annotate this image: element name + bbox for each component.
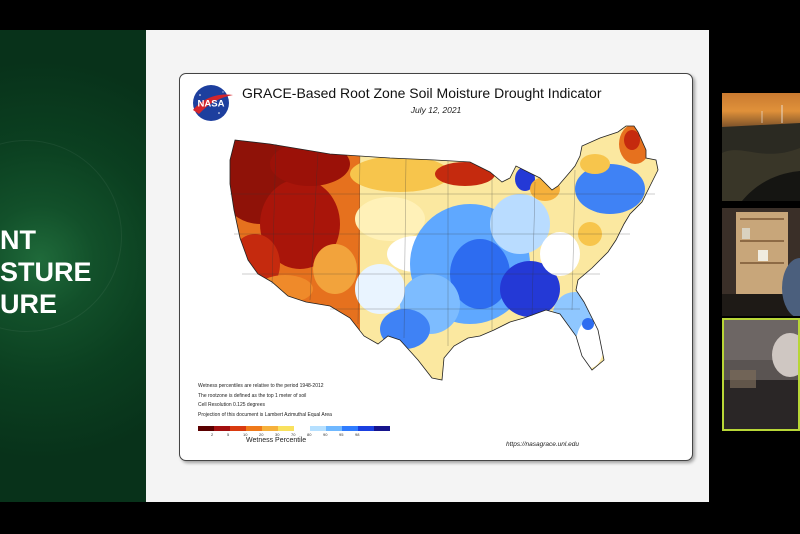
legend-swatch bbox=[214, 426, 230, 431]
legend-tick-label: 90 bbox=[323, 432, 328, 437]
source-url: https://nasagrace.unl.edu bbox=[506, 441, 579, 448]
legend-swatch bbox=[342, 426, 358, 431]
legend-tick-label: 95 bbox=[339, 432, 344, 437]
legend-swatch bbox=[278, 426, 294, 431]
legend-tick-label: 30 bbox=[275, 432, 280, 437]
legend-tick-label: 98 bbox=[355, 432, 360, 437]
nasa-logo-icon: NASA bbox=[193, 85, 233, 121]
legend-tick-label: 80 bbox=[307, 432, 312, 437]
video-person-icon bbox=[724, 320, 798, 429]
legend-swatch bbox=[326, 426, 342, 431]
participant-video-tile[interactable] bbox=[722, 93, 800, 201]
legend-swatch bbox=[358, 426, 374, 431]
left-slide-panel: NT STURE URE bbox=[0, 30, 146, 502]
legend-swatch bbox=[294, 426, 310, 431]
map-date: July 12, 2021 bbox=[410, 105, 462, 115]
legend-tick-label: 2 bbox=[211, 432, 214, 437]
note-line: The rootzone is defined as the top 1 met… bbox=[198, 392, 307, 399]
participant-video-tile[interactable] bbox=[722, 208, 800, 316]
slide-title-line-3: URE bbox=[0, 289, 58, 319]
slide-title-line-2: STURE bbox=[0, 257, 92, 287]
legend-swatch bbox=[246, 426, 262, 431]
legend-color-bar bbox=[198, 426, 390, 431]
legend-swatch bbox=[198, 426, 214, 431]
legend-title: Wetness Percentile bbox=[246, 437, 307, 444]
nasa-logo-text: NASA bbox=[198, 99, 225, 110]
drought-map-frame: NASA GRACE-Based Root Zone Soil Moisture… bbox=[179, 73, 693, 461]
note-line: Projection of this document is Lambert A… bbox=[198, 411, 332, 418]
drought-map bbox=[229, 125, 659, 381]
shared-slide: NASA GRACE-Based Root Zone Soil Moisture… bbox=[146, 30, 709, 502]
state-borders bbox=[230, 143, 655, 346]
wetness-legend: 2 5 10 20 30 70 80 90 95 98 Wetness Percentile bbox=[198, 426, 390, 444]
active-speaker-video-tile[interactable] bbox=[722, 318, 800, 431]
map-fill bbox=[230, 126, 658, 380]
video-office-icon bbox=[722, 208, 800, 316]
legend-tick-label: 20 bbox=[259, 432, 264, 437]
legend-swatch bbox=[374, 426, 390, 431]
slide-title-line-1: NT bbox=[0, 225, 36, 255]
map-notes: Wetness percentiles are relative to the … bbox=[198, 382, 332, 420]
legend-swatch bbox=[262, 426, 278, 431]
video-landscape-icon bbox=[722, 105, 800, 201]
us-outline bbox=[229, 125, 659, 381]
note-line: Cell Resolution 0.125 degrees bbox=[198, 402, 265, 408]
legend-tick-label: 10 bbox=[243, 432, 248, 437]
legend-tick-label: 5 bbox=[227, 432, 230, 437]
legend-tick-label: 70 bbox=[291, 432, 296, 437]
legend-ticks: 2 5 10 20 30 70 80 90 95 98 bbox=[198, 431, 390, 437]
map-title: GRACE-Based Root Zone Soil Moisture Drou… bbox=[242, 85, 602, 101]
legend-swatch bbox=[230, 426, 246, 431]
note-line: Wetness percentiles are relative to the … bbox=[198, 383, 324, 389]
legend-swatch bbox=[310, 426, 326, 431]
